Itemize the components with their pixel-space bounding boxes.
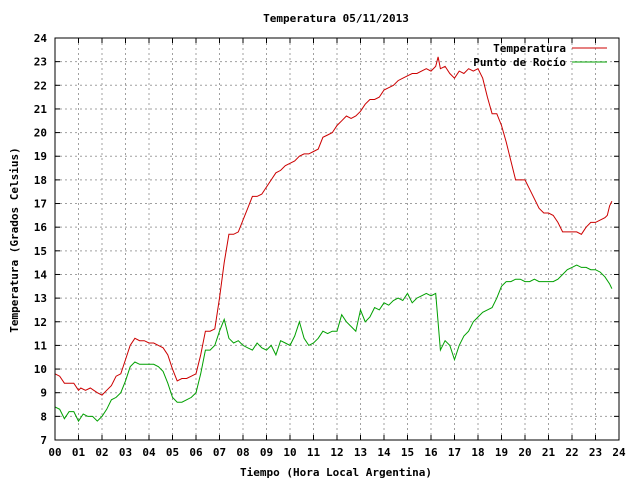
y-tick-label: 23: [34, 56, 47, 69]
x-tick-label: 04: [142, 446, 156, 459]
y-tick-label: 22: [34, 79, 47, 92]
y-tick-label: 19: [34, 150, 47, 163]
y-tick-label: 10: [34, 363, 47, 376]
axis-ticks: 00 01 02 03 04 05 06 07 08 09 10 11 12 13 14 15 16 17 18 19…: [34, 32, 626, 459]
x-tick-label: 18: [471, 446, 484, 459]
y-tick-label: 18: [34, 174, 47, 187]
series-lines: [54, 56, 613, 423]
x-tick-label: 13: [354, 446, 367, 459]
x-tick-label: 00: [48, 446, 61, 459]
y-tick-label: 16: [34, 221, 48, 234]
y-tick-label: 15: [34, 245, 47, 258]
x-axis-label: Tiempo (Hora Local Argentina): [240, 466, 432, 479]
y-axis-label: Temperatura (Grados Celsius): [8, 147, 21, 332]
x-tick-label: 16: [424, 446, 438, 459]
y-tick-label: 9: [40, 387, 47, 400]
y-tick-label: 8: [40, 410, 47, 423]
series-line-temperatura: [54, 56, 613, 396]
x-tick-label: 09: [260, 446, 273, 459]
x-tick-label: 15: [401, 446, 414, 459]
grid: [55, 38, 619, 440]
series-line-punto-de-rocio: [54, 264, 613, 423]
x-tick-label: 05: [166, 446, 179, 459]
x-tick-label: 08: [236, 446, 249, 459]
x-tick-label: 19: [495, 446, 508, 459]
x-tick-label: 07: [213, 446, 226, 459]
x-tick-label: 02: [95, 446, 108, 459]
y-tick-label: 11: [34, 339, 48, 352]
y-tick-label: 20: [34, 127, 47, 140]
legend-label: Punto de Rocío: [473, 56, 566, 69]
x-tick-label: 03: [119, 446, 132, 459]
x-tick-label: 11: [307, 446, 321, 459]
y-tick-label: 24: [34, 32, 48, 45]
y-tick-label: 21: [34, 103, 48, 116]
legend-label: Temperatura: [493, 42, 566, 55]
y-tick-label: 14: [34, 268, 48, 281]
x-tick-label: 17: [448, 446, 461, 459]
y-tick-label: 7: [40, 434, 47, 447]
x-tick-label: 14: [377, 446, 391, 459]
x-tick-label: 22: [565, 446, 578, 459]
x-tick-label: 24: [612, 446, 626, 459]
x-tick-label: 10: [283, 446, 296, 459]
x-tick-label: 06: [189, 446, 203, 459]
chart-title: Temperatura 05/11/2013: [263, 12, 409, 25]
x-tick-label: 01: [72, 446, 86, 459]
y-tick-label: 13: [34, 292, 47, 305]
y-tick-label: 17: [34, 198, 47, 211]
x-tick-label: 12: [330, 446, 343, 459]
x-tick-label: 23: [589, 446, 602, 459]
x-tick-label: 20: [518, 446, 531, 459]
y-tick-label: 12: [34, 316, 47, 329]
x-tick-label: 21: [542, 446, 556, 459]
